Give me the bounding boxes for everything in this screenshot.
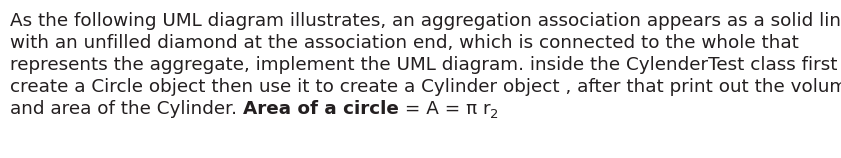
Text: As the following UML diagram illustrates, an aggregation association appears as : As the following UML diagram illustrates…: [10, 12, 841, 30]
Text: with an unfilled diamond at the association end, which is connected to the whole: with an unfilled diamond at the associat…: [10, 34, 799, 52]
Text: 2: 2: [490, 108, 499, 121]
Text: = A = π r: = A = π r: [399, 100, 490, 118]
Text: represents the aggregate, implement the UML diagram. inside the CylenderTest cla: represents the aggregate, implement the …: [10, 56, 838, 74]
Text: Area of a circle: Area of a circle: [243, 100, 399, 118]
Text: and area of the Cylinder.: and area of the Cylinder.: [10, 100, 243, 118]
Text: create a Circle object then use it to create a Cylinder object , after that prin: create a Circle object then use it to cr…: [10, 78, 841, 96]
